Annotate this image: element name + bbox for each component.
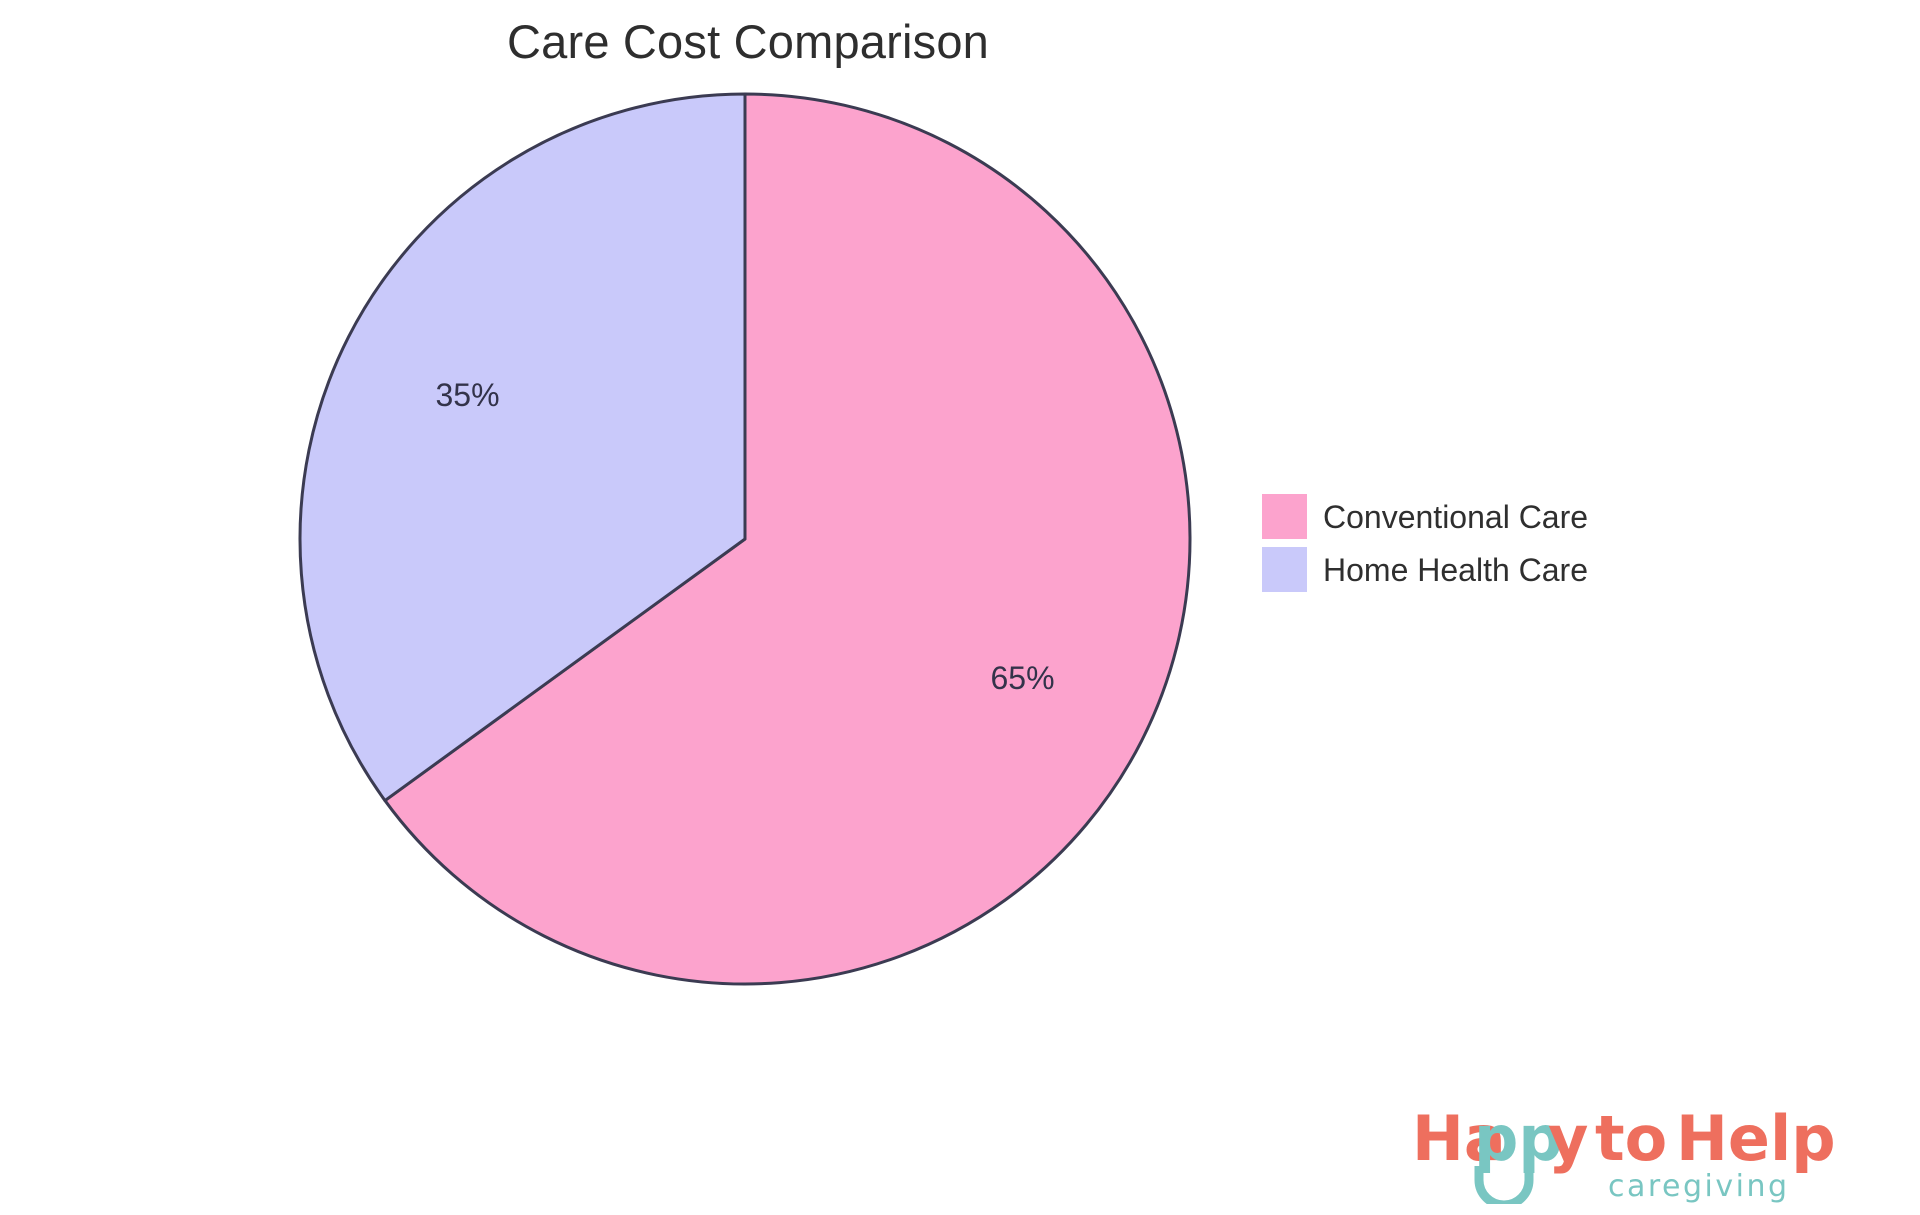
legend-item-home-health-care[interactable]: Home Health Care bbox=[1262, 543, 1588, 596]
pie-slice-conventional-care[interactable] bbox=[383, 92, 1192, 986]
brand-word-to: to bbox=[1595, 1102, 1667, 1175]
brand-word-happy-part3: y bbox=[1548, 1102, 1588, 1175]
brand-tagline: caregiving bbox=[1608, 1169, 1790, 1204]
smile-icon bbox=[1474, 1166, 1534, 1204]
brand-logo: Ha pp y to Help caregiving bbox=[1412, 1098, 1892, 1204]
pie-slice-home-health-care[interactable] bbox=[298, 92, 747, 803]
legend-swatch-icon-home-health-care bbox=[1262, 547, 1307, 592]
brand-logo-svg: Ha pp y to Help caregiving bbox=[1412, 1102, 1836, 1204]
pie-chart-plot-area: 65% 35% bbox=[295, 89, 1195, 989]
brand-word-happy-part1: Ha bbox=[1412, 1102, 1506, 1175]
legend-label-home-health-care: Home Health Care bbox=[1323, 551, 1588, 588]
chart-title: Care Cost Comparison bbox=[506, 15, 989, 68]
brand-word-happy-part2: pp bbox=[1474, 1102, 1563, 1175]
legend-label-conventional-care: Conventional Care bbox=[1323, 498, 1589, 535]
pie-slice-label-home-health-care: 35% bbox=[435, 377, 499, 413]
brand-word-help: Help bbox=[1676, 1102, 1836, 1175]
chart-legend: Conventional Care Home Health Care bbox=[1262, 490, 1588, 596]
pie-svg: 65% 35% bbox=[298, 92, 1192, 986]
legend-item-conventional-care[interactable]: Conventional Care bbox=[1262, 490, 1588, 543]
legend-swatch-icon-conventional-care bbox=[1262, 494, 1307, 539]
pie-slice-label-conventional-care: 65% bbox=[990, 660, 1054, 696]
